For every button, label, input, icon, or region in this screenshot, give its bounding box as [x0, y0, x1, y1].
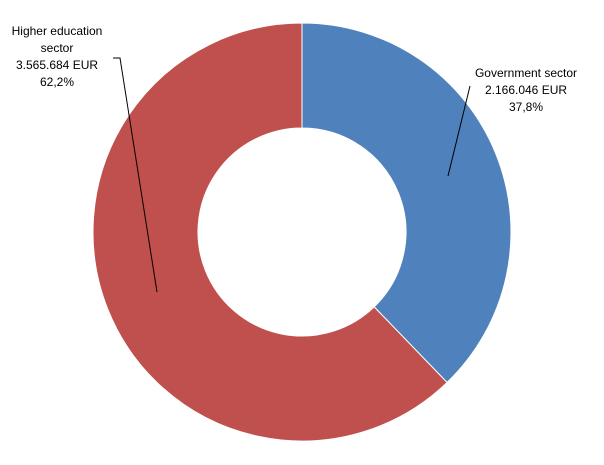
slice-higher-education-sector [92, 22, 448, 442]
data-labels-layer: Government sector 2.166.046 EUR 37,8% Hi… [12, 24, 577, 114]
label-higher-education-line-1: Higher education [12, 24, 103, 38]
label-government-line-1: Government sector [475, 66, 577, 80]
leader-line-higher-education [113, 57, 158, 293]
label-government-line-3: 37,8% [509, 100, 543, 114]
leader-lines-layer [113, 57, 471, 293]
label-government-line-2: 2.166.046 EUR [485, 83, 567, 97]
leader-line-government [447, 85, 471, 177]
slices-layer [92, 22, 512, 442]
slice-government-sector [301, 22, 512, 384]
label-higher-education-line-3: 3.565.684 EUR [16, 58, 98, 72]
label-higher-education-line-4: 62,2% [40, 75, 74, 89]
label-higher-education-line-2: sector [41, 41, 74, 55]
